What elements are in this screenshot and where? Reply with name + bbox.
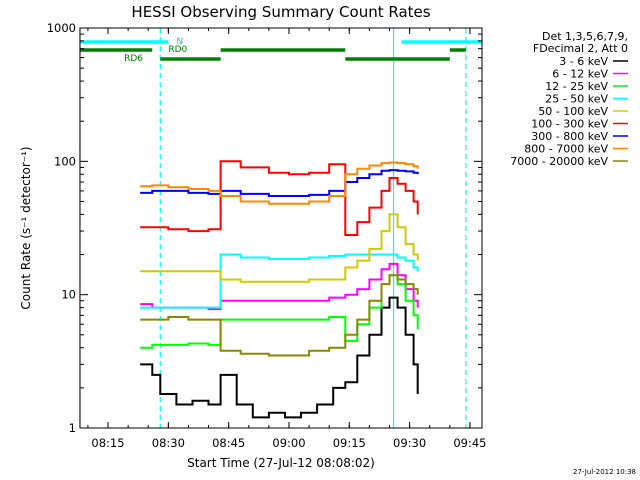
mode-change-lines xyxy=(79,28,467,428)
legend-entry-6: 300 - 800 keV xyxy=(531,130,608,143)
series-line-7 xyxy=(140,161,419,205)
legend-entry-8: 7000 - 20000 keV xyxy=(510,155,608,168)
series-line-0 xyxy=(140,296,419,419)
x-axis-ticks: 08:15 08:30 08:45 09:00 09:15 09:30 09:45 xyxy=(87,28,487,450)
x-tick-label-3: 09:00 xyxy=(272,436,305,450)
y-tick-label-2: 100 xyxy=(54,154,76,168)
series-line-8 xyxy=(140,274,419,357)
x-tick-label-0: 08:15 xyxy=(91,436,124,450)
legend-entry-3: 25 - 50 keV xyxy=(545,93,608,106)
legend-entry-4: 50 - 100 keV xyxy=(538,105,608,118)
state-label-n: N xyxy=(176,37,183,47)
x-tick-label-1: 08:30 xyxy=(152,436,185,450)
legend-entry-0: 3 - 6 keV xyxy=(559,55,608,68)
y-tick-label-3: 1000 xyxy=(47,21,76,35)
state-label-rd6: RD6 xyxy=(124,54,143,64)
y-axis-label: Count Rate (s⁻¹ detector⁻¹) xyxy=(19,146,33,309)
legend-entry-2: 12 - 25 keV xyxy=(545,80,608,93)
series-lines xyxy=(140,160,419,419)
chart-title: HESSI Observing Summary Count Rates xyxy=(131,3,430,21)
legend-header-line-2: FDecimal 2, Att 0 xyxy=(533,42,628,55)
x-tick-label-4: 09:15 xyxy=(333,436,366,450)
series-line-5 xyxy=(140,160,419,236)
series-line-3 xyxy=(140,253,419,309)
y-tick-label-0: 1 xyxy=(69,421,76,435)
legend-header-line-1: Det 1,3,5,6,7,9, xyxy=(542,30,628,43)
y-axis-ticks: 1 10 100 1000 xyxy=(47,21,482,435)
state-label-rd0: RD0 xyxy=(168,45,187,55)
x-tick-label-2: 08:45 xyxy=(212,436,245,450)
legend-entry-7: 800 - 7000 keV xyxy=(524,143,608,156)
y-tick-label-1: 10 xyxy=(61,288,76,302)
series-line-2 xyxy=(140,274,419,349)
generated-timestamp: 27-Jul-2012 10:38 xyxy=(573,468,636,476)
plot-frame xyxy=(79,27,483,429)
x-tick-label-6: 09:45 xyxy=(453,436,486,450)
x-axis-label: Start Time (27-Jul-12 08:08:02) xyxy=(187,456,375,470)
series-line-6 xyxy=(140,169,419,197)
x-tick-label-5: 09:30 xyxy=(393,436,426,450)
series-line-4 xyxy=(140,213,419,283)
legend: Det 1,3,5,6,7,9, FDecimal 2, Att 0 3 - 6… xyxy=(510,30,628,168)
legend-entry-5: 100 - 300 keV xyxy=(531,118,608,131)
legend-entry-1: 6 - 12 keV xyxy=(552,68,608,81)
